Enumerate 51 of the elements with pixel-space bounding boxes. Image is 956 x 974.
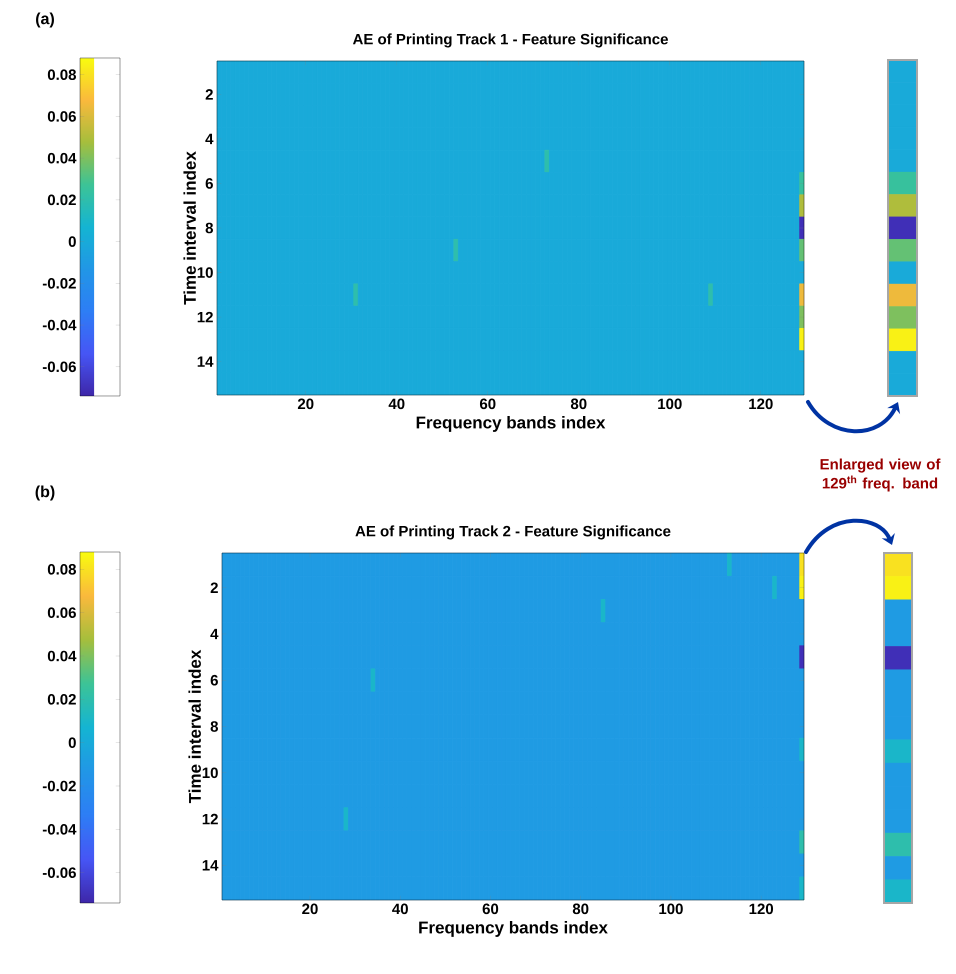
y-tick-label: 4 [205,134,214,144]
y-tick-label: 8 [210,721,218,732]
y-tick-label: 10 [202,767,218,778]
x-tick-label: 80 [572,904,588,914]
y-tick-label: 12 [198,312,213,322]
y-tick-label: 6 [206,178,213,189]
color-bar-label: 0.02 [48,194,76,206]
color-bar-label: 0.04 [48,152,76,164]
y-tick-label: 14 [202,860,218,870]
chart-title: AE of Printing Track 1 - Feature Significance [352,33,668,48]
x-tick-label: 120 [750,904,774,914]
x-tick-label: 120 [749,398,773,410]
color-bar-label: 0 [68,737,76,748]
color-bar-label: -0.02 [42,278,76,289]
x-axis-title: Frequency bands index [416,416,606,432]
color-bar-label: -0.04 [42,824,76,835]
x-tick-label: 100 [658,398,682,410]
x-tick-label: 40 [392,904,408,914]
x-tick-label: 80 [570,398,586,410]
x-tick-label: 60 [482,904,498,914]
color-bar-label: 0.04 [48,650,76,662]
chart-title: AE of Printing Track 2 - Feature Significance [355,525,670,540]
color-bar-label: -0.04 [42,320,76,330]
y-tick-label: 2 [210,582,218,593]
y-axis-title: Time interval index [188,650,201,804]
text: (a) [36,12,54,28]
y-tick-label: 6 [210,674,218,686]
color-bar-label: 0.08 [48,564,76,575]
x-tick-label: 40 [388,398,404,410]
y-tick-label: 12 [202,814,218,824]
y-axis-title: Time interval index [183,151,196,305]
x-tick-label: 60 [480,398,496,410]
color-bar-label: 0.02 [48,694,76,705]
color-bar-label: -0.02 [42,780,76,792]
y-tick-label: 4 [210,628,218,640]
color-bar-label: 0.08 [48,69,76,80]
y-tick-label: 2 [206,89,213,100]
text: (b) [36,486,54,500]
color-bar-label: 0.06 [48,607,76,618]
color-bar-label: 0.06 [48,111,76,122]
color-bar-label: -0.06 [42,867,76,878]
y-tick-label: 8 [206,222,213,234]
x-tick-label: 100 [659,904,683,914]
color-bar-label: -0.06 [42,361,76,372]
text: Enlarged view of 129$^{th}$ freq. band [820,458,940,492]
x-tick-label: 20 [298,398,314,410]
x-axis-title: Frequency bands index [419,921,608,937]
y-tick-label: 10 [198,267,213,278]
y-tick-label: 14 [198,356,214,367]
color-bar-label: 0 [68,236,76,247]
x-tick-label: 20 [302,904,318,914]
